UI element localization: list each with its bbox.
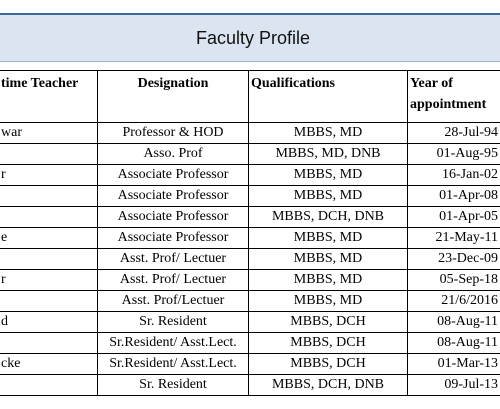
table-row: cke Sr.Resident/ Asst.Lect. MBBS, DCH 01-Ma… <box>0 353 500 375</box>
table-cell <box>0 332 98 354</box>
column-header: time Teacher <box>0 70 98 123</box>
table-cell <box>0 374 98 396</box>
table-cell: Sr.Resident/ Asst.Lect. <box>97 332 249 354</box>
table-cell: Asst. Prof/ Lectuer <box>97 248 249 270</box>
table-cell: MBBS, MD <box>248 227 408 249</box>
table-row: Sr.Resident/ Asst.Lect. MBBS, DCH 08-Aug-1… <box>0 332 500 354</box>
table-cell: 16-Jan-02 <box>407 164 500 186</box>
table-cell: Asst. Prof/ Lectuer <box>97 269 249 291</box>
table-cell: MBBS, DCH, DNB <box>248 374 408 396</box>
table-cell <box>0 143 98 165</box>
table-row: war Professor & HOD MBBS, MD 28-Jul-94 <box>0 122 500 144</box>
table-cell: MBBS, DCH <box>248 353 408 375</box>
table-cell <box>0 185 98 207</box>
table-cell: MBBS, MD <box>248 164 408 186</box>
table-cell: 01-Aug-95 <box>407 143 500 165</box>
table-cell: MBBS, MD <box>248 248 408 270</box>
table-cell: Sr. Resident <box>97 374 249 396</box>
table-cell: war <box>0 122 98 144</box>
table-cell: Associate Professor <box>97 185 249 207</box>
table-cell: 01-Apr-08 <box>407 185 500 207</box>
table-cell: 09-Jul-13 <box>407 374 500 396</box>
table-cell: 08-Aug-11 <box>407 332 500 354</box>
table-cell: MBBS, MD <box>248 290 408 312</box>
table-cell: Sr. Resident <box>97 311 249 333</box>
table-cell: Professor & HOD <box>97 122 249 144</box>
table-cell <box>0 290 98 312</box>
table-cell: Asso. Prof <box>97 143 249 165</box>
table-row: Sr. Resident MBBS, DCH, DNB 09-Jul-13 <box>0 374 500 396</box>
table-cell: MBBS, DCH, DNB <box>248 206 408 228</box>
table-cell <box>0 248 98 270</box>
table-cell: 23-Dec-09 <box>407 248 500 270</box>
table-cell: Sr.Resident/ Asst.Lect. <box>97 353 249 375</box>
table-cell: d <box>0 311 98 333</box>
table-body: war Professor & HOD MBBS, MD 28-Jul-94 Asso.… <box>0 122 500 396</box>
page-title: Faculty Profile <box>195 28 311 48</box>
faculty-table: time Teacher Designation Qualifications … <box>0 70 500 396</box>
table-cell: MBBS, MD <box>248 122 408 144</box>
table-row: Associate Professor MBBS, DCH, DNB 01-Apr-… <box>0 206 500 228</box>
table-cell: Asst. Prof/Lectuer <box>97 290 249 312</box>
table-cell: MBBS, MD, DNB <box>248 143 408 165</box>
table-cell: Associate Professor <box>97 227 249 249</box>
table-row: r Associate Professor MBBS, MD 16-Jan-02 <box>0 164 500 186</box>
column-header: Qualifications <box>248 70 408 123</box>
table-cell: 21-May-11 <box>407 227 500 249</box>
table-row: r Asst. Prof/ Lectuer MBBS, MD 05-Sep-18 <box>0 269 500 291</box>
table-cell: 05-Sep-18 <box>407 269 500 291</box>
table-cell: 21/6/2016 <box>407 290 500 312</box>
header-row: time Teacher Designation Qualifications … <box>0 70 500 123</box>
table-row: Asso. Prof MBBS, MD, DNB 01-Aug-95 <box>0 143 500 165</box>
table-cell: 01-Mar-13 <box>407 353 500 375</box>
table-row: d Sr. Resident MBBS, DCH 08-Aug-11 <box>0 311 500 333</box>
table-row: Associate Professor MBBS, MD 01-Apr-08 <box>0 185 500 207</box>
table-cell <box>0 206 98 228</box>
table-cell: r <box>0 164 98 186</box>
column-header: Year of appointment <box>407 70 500 123</box>
table-cell: MBBS, MD <box>248 269 408 291</box>
table-cell: e <box>0 227 98 249</box>
table-cell: Associate Professor <box>97 206 249 228</box>
table-cell: 01-Apr-05 <box>407 206 500 228</box>
table-head: time Teacher Designation Qualifications … <box>0 70 500 123</box>
table-cell: cke <box>0 353 98 375</box>
table-cell: MBBS, DCH <box>248 311 408 333</box>
table-cell: 08-Aug-11 <box>407 311 500 333</box>
table-cell: MBBS, MD <box>248 185 408 207</box>
table-cell: r <box>0 269 98 291</box>
table-row: e Associate Professor MBBS, MD 21-May-11 <box>0 227 500 249</box>
table-cell: 28-Jul-94 <box>407 122 500 144</box>
table-row: Asst. Prof/Lectuer MBBS, MD 21/6/2016 <box>0 290 500 312</box>
table-row: Asst. Prof/ Lectuer MBBS, MD 23-Dec-09 <box>0 248 500 270</box>
table-cell: MBBS, DCH <box>248 332 408 354</box>
title-banner: Faculty Profile <box>0 13 500 62</box>
table-cell: Associate Professor <box>97 164 249 186</box>
column-header: Designation <box>97 70 249 123</box>
